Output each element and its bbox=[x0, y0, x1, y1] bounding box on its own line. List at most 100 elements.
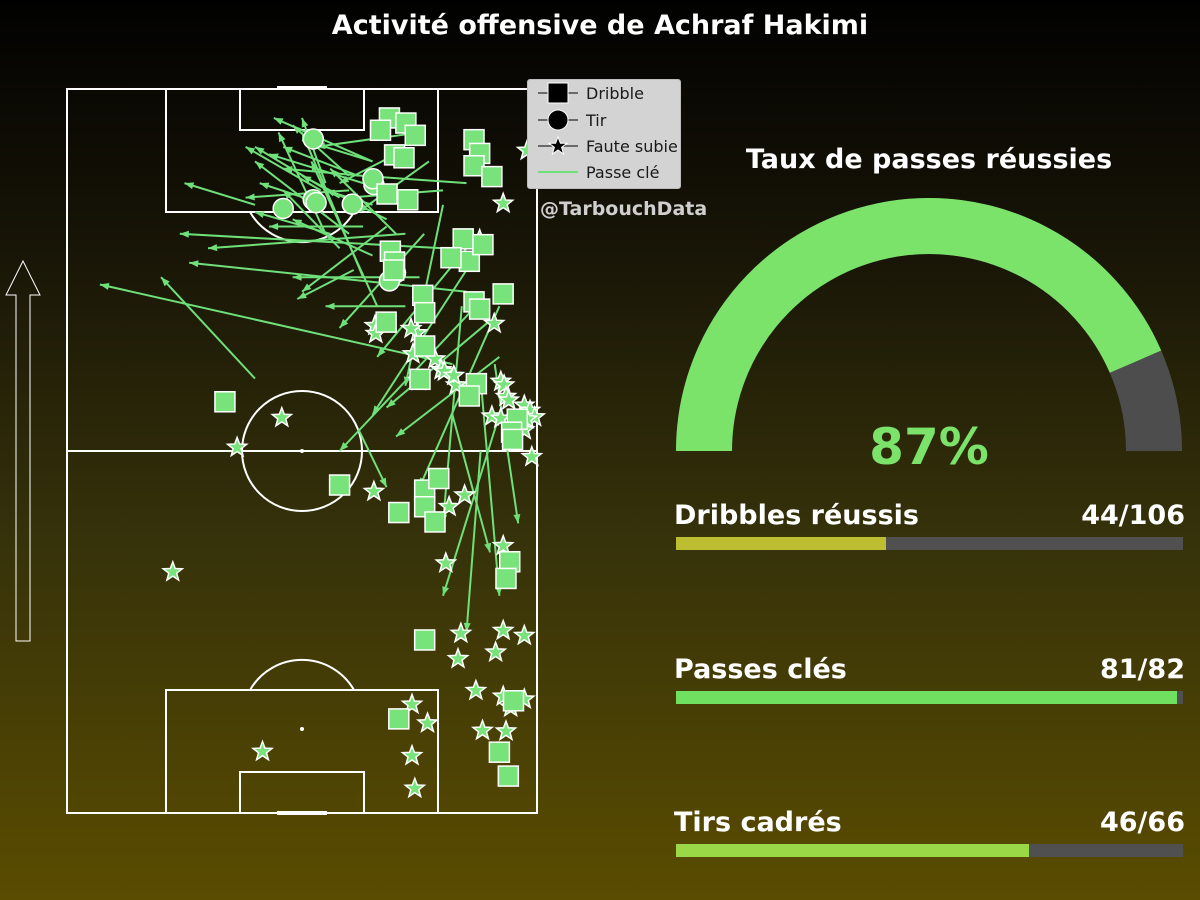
key-pass-arrowhead bbox=[99, 283, 110, 290]
foul-star-marker bbox=[225, 435, 249, 458]
foul-star-marker bbox=[362, 479, 386, 502]
key-pass-arrowhead bbox=[463, 622, 471, 632]
square-marker-icon bbox=[538, 82, 578, 104]
stat-tirs: Tirs cadrés 46/66 bbox=[674, 807, 1185, 887]
stat-passes: Passes clés 81/82 bbox=[674, 654, 1185, 734]
foul-star-marker bbox=[250, 739, 275, 762]
foul-star-marker bbox=[464, 678, 488, 701]
shot-circle-marker bbox=[341, 193, 364, 215]
key-pass-arrowhead bbox=[330, 168, 340, 178]
foul-star-marker bbox=[491, 618, 515, 641]
page-title: Activité offensive de Achraf Hakimi bbox=[331, 10, 869, 41]
key-pass-arrowhead bbox=[292, 125, 302, 134]
dribble-square-marker bbox=[382, 259, 405, 281]
key-pass-arrowhead bbox=[278, 132, 286, 143]
key-pass-arrowhead bbox=[273, 117, 284, 125]
shot-circle-marker bbox=[302, 128, 325, 150]
dribble-square-marker bbox=[488, 741, 511, 763]
foul-star-marker bbox=[442, 363, 466, 386]
foul-star-marker bbox=[446, 646, 470, 669]
dribble-square-marker bbox=[376, 183, 398, 205]
key-pass-arrowhead bbox=[372, 405, 381, 415]
shot-circle-marker bbox=[305, 191, 327, 214]
foul-star-marker bbox=[520, 444, 544, 467]
line-marker-icon bbox=[538, 171, 578, 173]
key-pass-line bbox=[395, 356, 501, 438]
dribble-square-marker bbox=[404, 124, 427, 147]
foul-star-marker bbox=[434, 551, 458, 574]
dribble-square-marker bbox=[440, 246, 462, 269]
dribble-square-marker bbox=[397, 189, 419, 211]
foul-star-marker bbox=[497, 388, 521, 411]
foul-star-marker bbox=[470, 718, 495, 741]
stat-fill bbox=[676, 691, 1177, 704]
dribble-square-marker bbox=[481, 165, 503, 188]
dribble-square-marker bbox=[492, 283, 514, 305]
key-pass-arrowhead bbox=[396, 428, 406, 437]
foul-star-marker bbox=[491, 191, 515, 214]
key-pass-arrowhead bbox=[255, 146, 265, 155]
dribble-square-marker bbox=[495, 567, 517, 590]
dribble-square-marker bbox=[214, 391, 236, 413]
foul-star-marker bbox=[453, 483, 477, 506]
dribble-square-marker bbox=[468, 298, 491, 320]
legend-label: Passe clé bbox=[586, 162, 660, 182]
dribble-square-marker bbox=[428, 467, 450, 490]
foul-star-marker bbox=[399, 316, 423, 339]
key-pass-arrowhead bbox=[179, 230, 189, 238]
key-pass-arrowhead bbox=[386, 399, 396, 408]
circle-marker-icon bbox=[538, 109, 578, 131]
key-pass-line bbox=[245, 146, 322, 192]
stat-label: Tirs cadrés bbox=[674, 807, 842, 838]
key-pass-line bbox=[254, 160, 350, 235]
key-pass-line bbox=[451, 414, 491, 553]
key-pass-arrowhead bbox=[292, 273, 302, 281]
key-pass-arrowhead bbox=[161, 277, 170, 287]
stat-track bbox=[676, 691, 1183, 704]
stat-track bbox=[676, 537, 1183, 550]
dribble-square-marker bbox=[413, 301, 436, 324]
key-pass-line bbox=[301, 225, 388, 293]
foul-star-marker bbox=[482, 311, 506, 334]
gauge-fill-arc bbox=[676, 198, 1162, 452]
center-spot bbox=[300, 449, 304, 453]
star-marker-icon bbox=[538, 135, 578, 156]
key-pass-arrowhead bbox=[302, 283, 312, 292]
key-pass-line bbox=[99, 283, 453, 366]
foul-star-marker bbox=[512, 623, 536, 646]
key-pass-line bbox=[292, 218, 373, 257]
key-pass-arrowhead bbox=[442, 586, 450, 596]
stat-track bbox=[676, 844, 1183, 857]
dribble-square-marker bbox=[502, 690, 525, 712]
foul-star-marker bbox=[494, 719, 518, 742]
key-pass-arrowhead bbox=[184, 182, 195, 190]
key-pass-arrowhead bbox=[245, 193, 255, 201]
key-pass-line bbox=[329, 167, 397, 235]
key-pass-arrowhead bbox=[255, 161, 265, 170]
gauge-title: Taux de passes réussies bbox=[745, 144, 1113, 175]
foul-star-marker bbox=[415, 711, 440, 734]
dribble-square-marker bbox=[369, 119, 392, 142]
stat-label: Dribbles réussis bbox=[674, 500, 919, 531]
legend-label: Faute subie bbox=[586, 136, 678, 156]
foul-star-marker bbox=[437, 494, 461, 517]
stat-value: 44/106 bbox=[1081, 500, 1185, 531]
key-pass-line bbox=[277, 132, 327, 235]
foul-star-marker bbox=[484, 640, 508, 663]
key-pass-arrowhead bbox=[255, 211, 265, 218]
foul-star-marker bbox=[400, 692, 424, 715]
key-pass-arrowhead bbox=[377, 347, 386, 357]
stat-fill bbox=[676, 844, 1030, 857]
dribble-square-marker bbox=[458, 385, 481, 407]
shot-circle-marker bbox=[272, 197, 294, 220]
legend-item-faute: Faute subie bbox=[536, 135, 678, 157]
key-pass-arrowhead bbox=[283, 165, 293, 173]
key-pass-line bbox=[160, 276, 256, 380]
key-pass-arrowhead bbox=[379, 477, 387, 488]
pass-rate-gauge bbox=[676, 198, 1182, 452]
foul-star-marker bbox=[400, 743, 424, 766]
marker-layer bbox=[161, 107, 547, 799]
stat-fill bbox=[676, 537, 887, 550]
penalty-spot bbox=[300, 727, 304, 731]
